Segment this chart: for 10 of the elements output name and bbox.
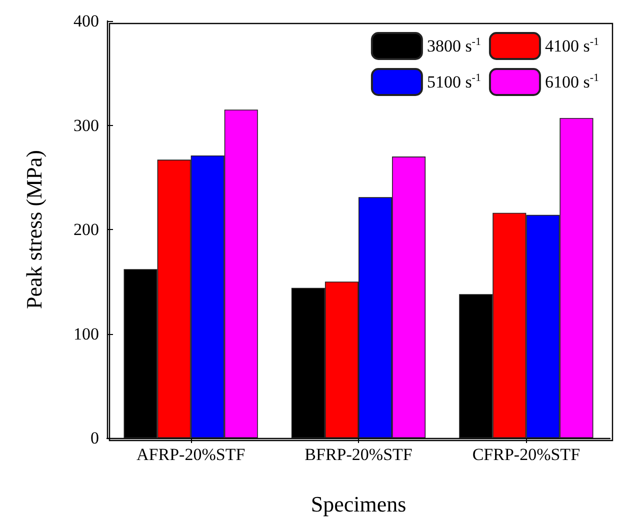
y-axis-title: Peak stress (MPa) — [22, 150, 46, 309]
x-tick-label: BFRP-20%STF — [304, 445, 412, 464]
y-tick-label: 0 — [90, 428, 99, 448]
x-tick-label: AFRP-20%STF — [136, 445, 246, 464]
y-tick-label: 200 — [74, 220, 99, 239]
y-tick-label: 300 — [74, 116, 99, 135]
x-axis-title: Specimens — [310, 492, 406, 516]
y-tick-label: 400 — [74, 12, 99, 30]
y-tick-label: 100 — [74, 324, 99, 344]
x-tick-label: CFRP-20%STF — [472, 445, 580, 464]
